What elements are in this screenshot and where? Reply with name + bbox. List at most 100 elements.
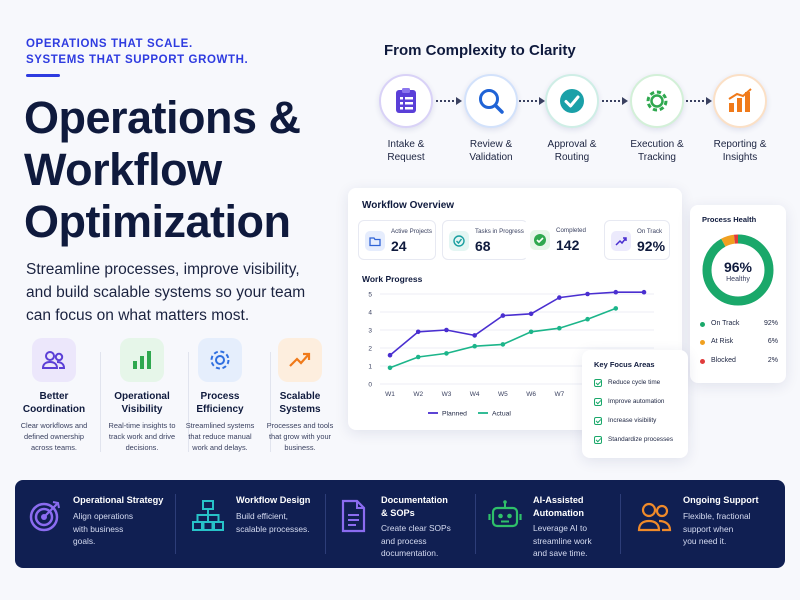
step-label-line-2: Routing <box>554 152 590 163</box>
pipeline-arrow <box>686 97 712 105</box>
target-icon <box>27 498 63 534</box>
legend-name: On Track <box>711 320 740 327</box>
check-circle-icon <box>557 86 587 116</box>
work-progress-title: Work Progress <box>362 274 423 284</box>
checkbox-icon <box>594 398 602 406</box>
banner-divider <box>475 494 476 554</box>
service-desc-line: and save time. <box>533 548 588 558</box>
legend-label: Actual <box>492 411 511 418</box>
health-legend-blocked: Blocked 2% <box>700 357 778 367</box>
donut-segment-blocked <box>702 234 774 306</box>
hero-title-line-2: Workflow <box>24 144 222 195</box>
service-desc-line: goals. <box>73 536 96 546</box>
feature-scalable-systems: Scalable Systems Processes and tools tha… <box>260 338 340 453</box>
banner-divider <box>325 494 326 554</box>
data-point-actual <box>557 325 562 331</box>
progress-icon <box>449 231 469 251</box>
workflow-title: Workflow Overview <box>362 200 455 211</box>
y-tick-label: 3 <box>368 328 372 335</box>
y-tick-label: 0 <box>368 382 372 389</box>
hero-title-line-3: Optimization <box>24 196 291 247</box>
service-desc-line: support when <box>683 523 734 534</box>
service-title: Workflow Design <box>236 495 311 505</box>
eyebrow-line-2: SYSTEMS THAT SUPPORT GROWTH. <box>26 54 249 66</box>
focus-item-label: Standardize processes <box>608 436 674 443</box>
pipeline-step-reporting: Reporting & Insights <box>698 74 782 164</box>
step-label-line-2: Validation <box>469 152 513 163</box>
feature-desc: Processes and tools that grow with your … <box>266 421 334 452</box>
x-tick-label: W1 <box>385 391 395 398</box>
pipeline-arrow <box>519 97 545 105</box>
data-point-actual <box>415 354 421 360</box>
document-icon <box>335 498 371 534</box>
data-point-planned <box>500 313 506 318</box>
data-point-planned <box>528 311 534 317</box>
focus-item-label: Reduce cycle time <box>608 379 661 386</box>
hero-title: Operations & Workflow Optimization <box>24 92 344 248</box>
data-point-planned <box>557 295 562 300</box>
legend-name: Blocked <box>711 357 736 364</box>
feature-list: Better Coordination Clear workflows and … <box>14 338 334 468</box>
stat-label: Tasks in Progress <box>475 228 524 235</box>
service-desc-line: Leverage AI to <box>533 523 588 533</box>
stat-active-projects: Active Projects 24 <box>358 220 436 260</box>
service-title-line-1: AI-Assisted <box>533 495 584 505</box>
service-desc-line: scalable processes. <box>236 523 310 534</box>
service-documentation: Documentation & SOPs Create clear SOPs an… <box>335 494 475 558</box>
data-point-planned <box>472 333 477 338</box>
feature-desc: Clear workflows and defined ownership ac… <box>20 421 88 452</box>
stat-value: 142 <box>556 237 580 253</box>
status-dot <box>700 322 705 327</box>
health-percent: 96% <box>723 259 753 275</box>
banner-divider <box>175 494 176 554</box>
stat-label: Completed <box>556 227 586 234</box>
feature-title: Operational Visibility <box>114 391 170 415</box>
eyebrow: OPERATIONS THAT SCALE. SYSTEMS THAT SUPP… <box>26 36 248 68</box>
team-icon <box>637 498 673 534</box>
x-tick-label: W6 <box>526 391 536 398</box>
trend-up-icon <box>278 338 322 382</box>
hero-title-line-1: Operations & <box>24 92 301 143</box>
feature-divider <box>100 352 101 452</box>
service-title: Ongoing Support <box>683 495 759 505</box>
data-point-actual <box>528 329 534 335</box>
y-tick-label: 4 <box>368 310 372 317</box>
x-tick-label: W2 <box>413 391 423 398</box>
feature-desc: Real-time insights to track work and dri… <box>108 421 176 452</box>
status-dot <box>700 359 705 364</box>
legend-value: 2% <box>767 357 778 364</box>
service-title: AI-Assisted Automation <box>533 494 584 520</box>
pipeline-step-execution: Execution & Tracking <box>615 74 699 164</box>
data-point-planned <box>641 289 647 295</box>
feature-title: Scalable Systems <box>279 391 321 415</box>
legend-value: 6% <box>767 338 778 345</box>
service-desc-line: Flexible, fractional <box>683 511 751 521</box>
pipeline-step-review: Review & Validation <box>449 74 533 164</box>
focus-title: Key Focus Areas <box>594 360 655 369</box>
service-desc-line: documentation. <box>381 548 439 558</box>
data-point-actual <box>500 342 506 347</box>
pipeline-title: From Complexity to Clarity <box>384 42 576 59</box>
step-label-line-2: Insights <box>722 152 758 163</box>
legend-label: Planned <box>442 411 467 418</box>
x-tick-label: W3 <box>442 391 452 398</box>
data-point-planned <box>387 352 393 358</box>
flowchart-icon <box>190 498 226 534</box>
step-label-line-2: Request <box>387 152 425 163</box>
checkbox-icon <box>594 417 602 425</box>
health-legend-at-risk: At Risk 6% <box>700 338 778 348</box>
legend-value: 92% <box>763 320 778 327</box>
services-banner: Operational Strategy Align operations wi… <box>15 480 785 568</box>
step-label-line-1: Review & <box>469 139 513 150</box>
focus-item-label: Improve automation <box>608 398 665 405</box>
feature-title: Process Efficiency <box>196 391 244 415</box>
feature-process-efficiency: Process Efficiency Streamlined systems t… <box>180 338 260 453</box>
data-point-actual <box>585 316 590 322</box>
series-line-planned <box>389 291 644 356</box>
status-dot <box>700 340 705 345</box>
feature-title: Better Coordination <box>22 391 86 415</box>
y-tick-label: 5 <box>368 292 372 299</box>
pipeline-step-intake: Intake & Request <box>364 74 448 164</box>
data-point-planned <box>444 327 449 333</box>
y-tick-label: 2 <box>368 346 372 353</box>
